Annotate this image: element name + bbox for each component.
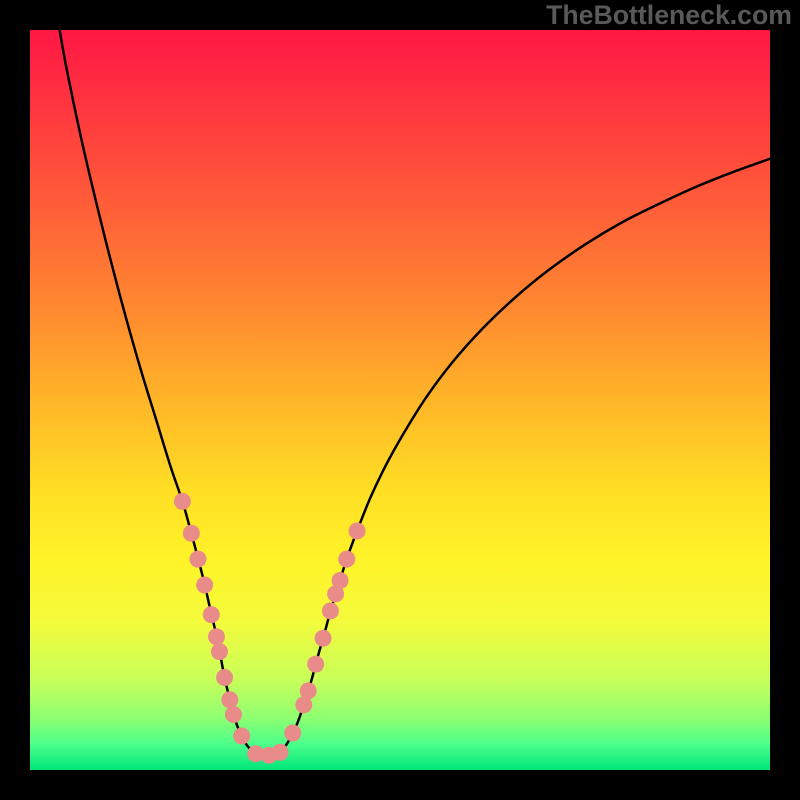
data-marker (284, 725, 301, 742)
data-marker (216, 669, 233, 686)
data-marker (225, 706, 242, 723)
data-marker (338, 551, 355, 568)
watermark-text: TheBottleneck.com (546, 0, 792, 31)
data-marker (272, 744, 289, 761)
data-marker (203, 606, 220, 623)
data-marker (315, 630, 332, 647)
data-marker (349, 522, 366, 539)
data-marker (196, 577, 213, 594)
chart-canvas: TheBottleneck.com (0, 0, 800, 800)
data-marker (322, 602, 339, 619)
data-marker (300, 682, 317, 699)
data-marker (233, 727, 250, 744)
chart-svg (0, 0, 800, 800)
data-marker (174, 493, 191, 510)
plot-background (30, 30, 770, 770)
data-marker (189, 551, 206, 568)
data-marker (183, 525, 200, 542)
data-marker (307, 656, 324, 673)
data-marker (208, 628, 225, 645)
data-marker (221, 691, 238, 708)
data-marker (332, 572, 349, 589)
data-marker (211, 643, 228, 660)
